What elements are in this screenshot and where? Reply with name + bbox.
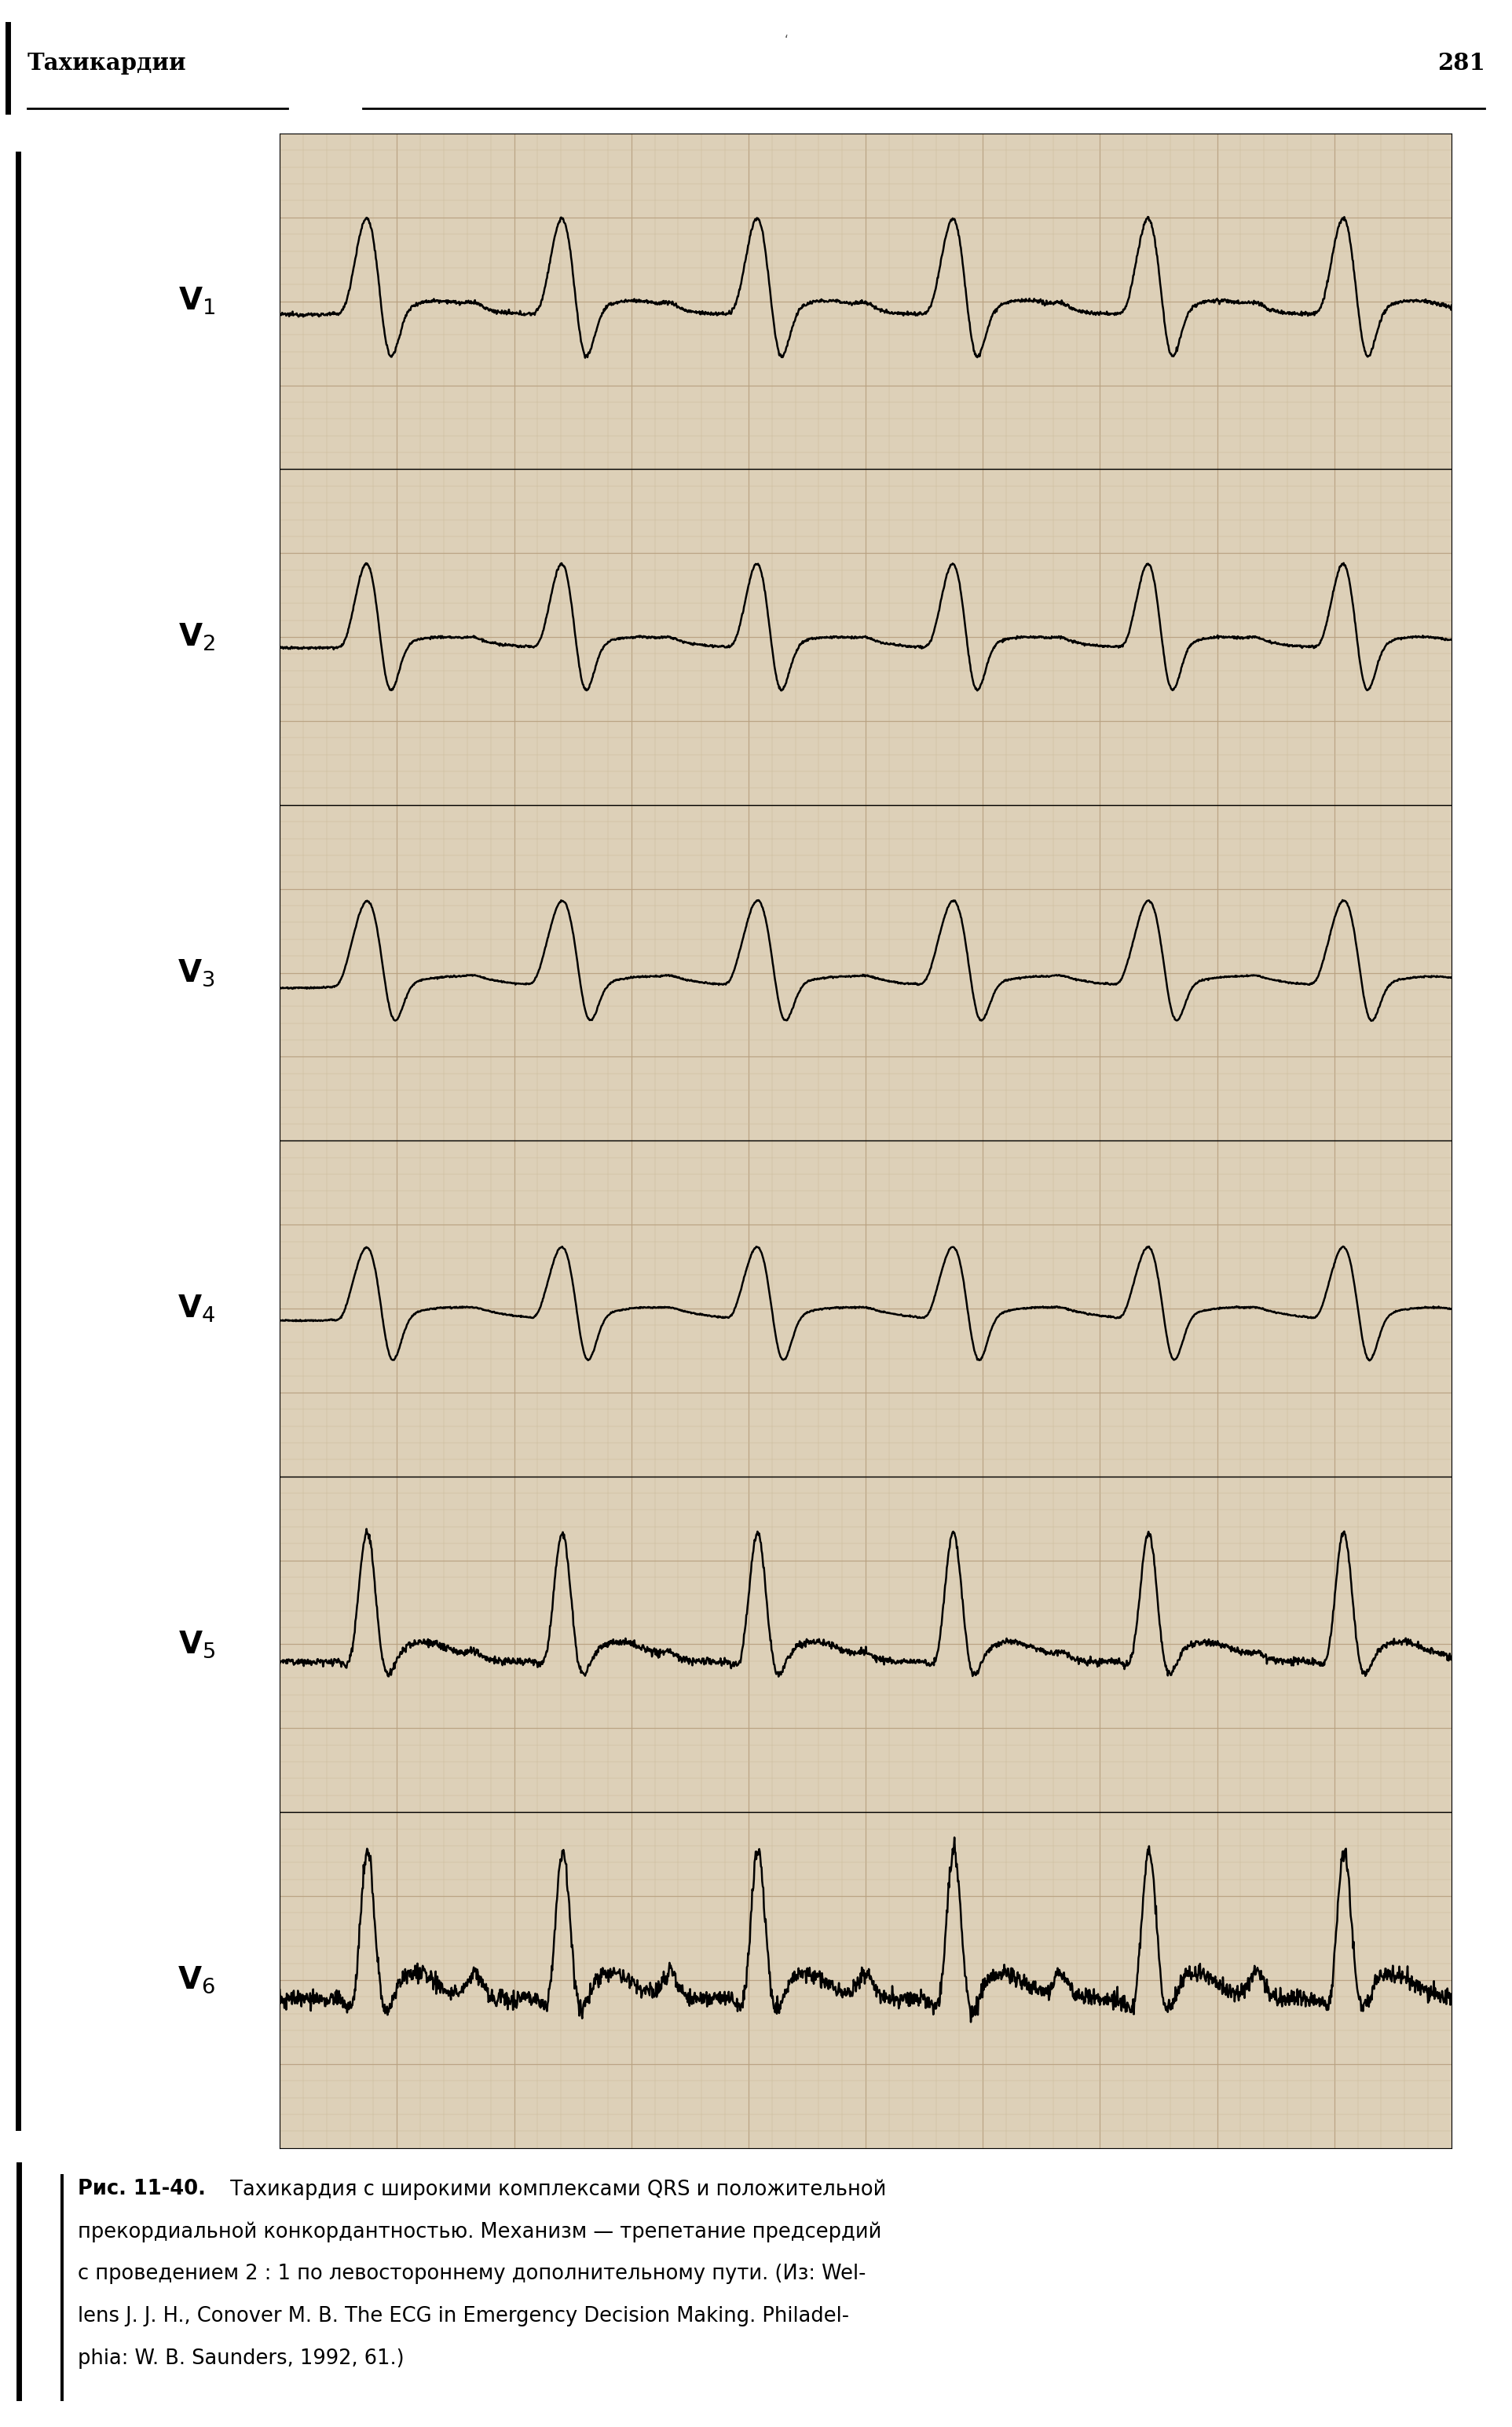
Text: $\mathbf{V}_{5}$: $\mathbf{V}_{5}$	[178, 1629, 215, 1660]
Text: lens J. J. H., Conover M. B. The ECG in Emergency Decision Making. Philadel-: lens J. J. H., Conover M. B. The ECG in …	[77, 2306, 848, 2327]
Text: $\mathbf{V}_{6}$: $\mathbf{V}_{6}$	[178, 1966, 215, 1995]
Text: phia: W. B. Saunders, 1992, 61.): phia: W. B. Saunders, 1992, 61.)	[77, 2349, 404, 2369]
Text: $\mathbf{V}_{4}$: $\mathbf{V}_{4}$	[177, 1294, 216, 1325]
Text: $\mathbf{V}_{2}$: $\mathbf{V}_{2}$	[178, 621, 215, 653]
Text: Тахикардии: Тахикардии	[27, 51, 186, 75]
Text: прекордиальной конкордантностью. Механизм — трепетание предсердий: прекордиальной конкордантностью. Механиз…	[77, 2221, 881, 2243]
Text: Тахикардия с широкими комплексами QRS и положительной: Тахикардия с широкими комплексами QRS и …	[224, 2179, 886, 2199]
Text: 281: 281	[1436, 51, 1485, 75]
Text: $\mathbf{V}_{3}$: $\mathbf{V}_{3}$	[178, 959, 215, 988]
Text: с проведением 2 : 1 по левостороннему дополнительному пути. (Из: Wel-: с проведением 2 : 1 по левостороннему до…	[77, 2264, 866, 2284]
Text: ‘: ‘	[785, 34, 788, 46]
Text: Рис. 11-40.: Рис. 11-40.	[77, 2179, 206, 2199]
Text: $\mathbf{V}_{1}$: $\mathbf{V}_{1}$	[178, 286, 215, 318]
